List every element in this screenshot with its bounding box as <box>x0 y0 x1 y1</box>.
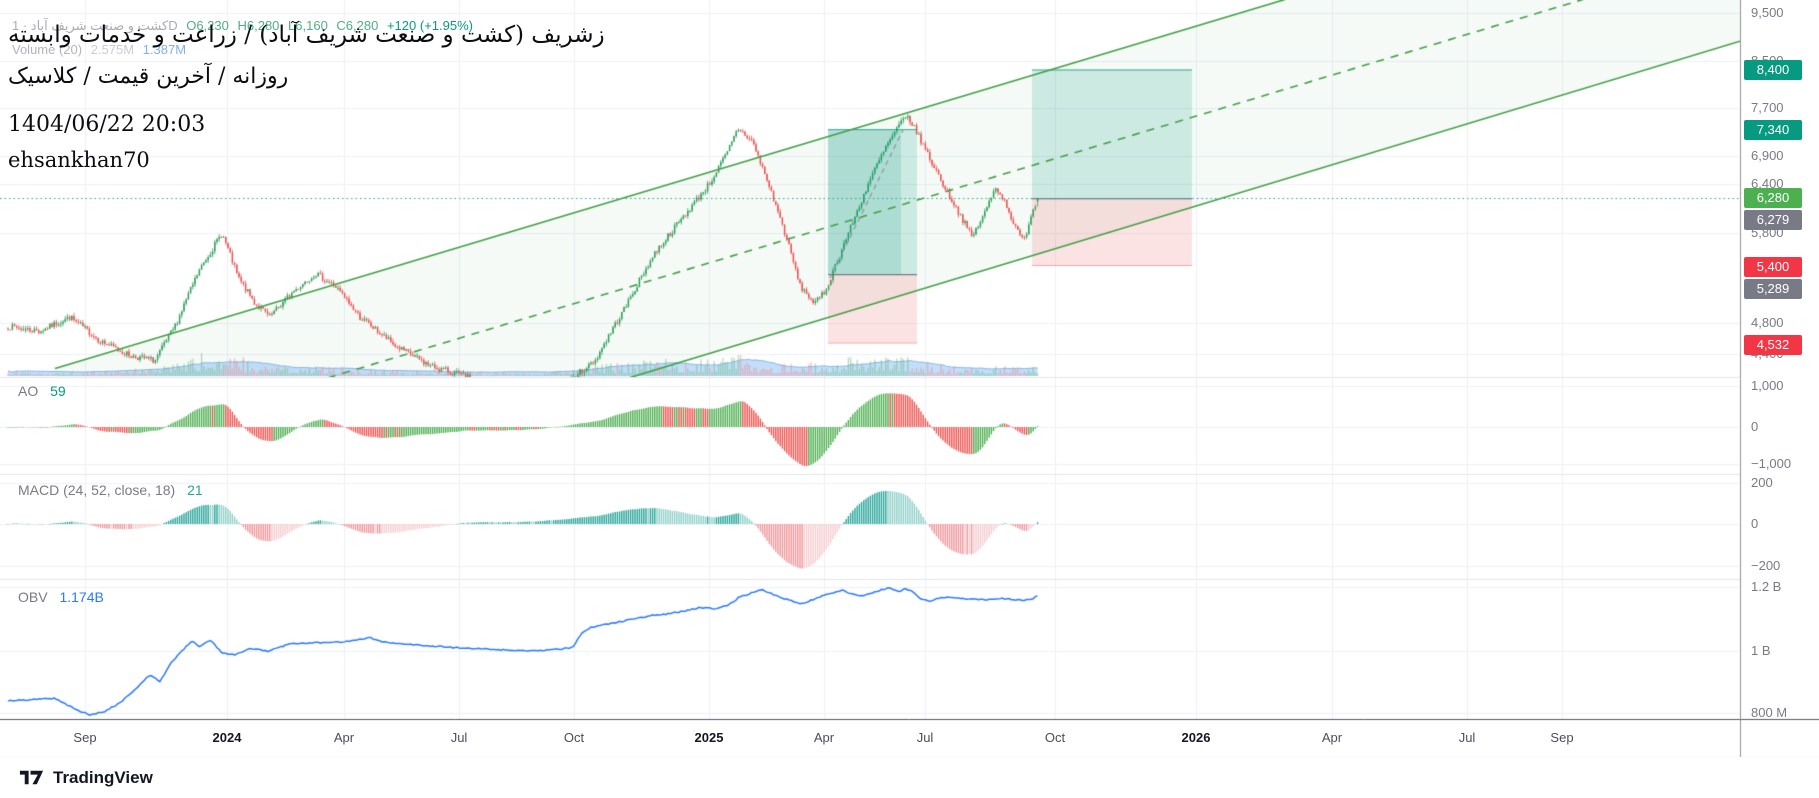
time-scale[interactable]: Sep 2024 Apr Jul Oct 2025 Apr Jul Oct 2026 Apr Jul S… <box>0 719 1740 757</box>
ohlc-change: +120 (+1.95%) <box>386 18 473 33</box>
ohlc-low: L6,160 <box>288 18 328 33</box>
time-axis-label: Apr <box>1321 730 1343 745</box>
price-badge: 5,289 <box>1744 279 1802 299</box>
price-tick-label: 7,700 <box>1751 100 1784 115</box>
footer-bar: TradingView <box>0 757 1819 798</box>
tradingview-logo-icon <box>19 770 44 785</box>
time-axis-label: 2026 <box>1181 730 1211 745</box>
time-axis-label: 2025 <box>694 730 724 745</box>
time-axis-label: 2024 <box>212 730 242 745</box>
obv-tick-label: 1 B <box>1751 643 1771 658</box>
volume-value: 2.575M <box>90 42 135 57</box>
obv-tick-label: 800 M <box>1751 705 1788 720</box>
macd-value: 21 <box>187 482 203 498</box>
ao-value: 59 <box>50 383 66 399</box>
ohlc-open: O6,230 <box>186 18 229 33</box>
time-axis-label: Apr <box>813 730 835 745</box>
time-axis-label: Oct <box>1044 730 1066 745</box>
ao-tick-label: −1,000 <box>1751 456 1792 471</box>
macd-pane-legend[interactable]: MACD (24, 52, close, 18) 21 <box>18 482 203 498</box>
price-tick-label: 9,500 <box>1751 5 1784 20</box>
watermark-datetime: 1404/06/22 20:03 <box>8 112 206 137</box>
watermark-symbol-description: زشریف (کشت و صنعت شریف آباد) / زراعت و خ… <box>8 22 605 48</box>
price-badge: 6,279 <box>1744 210 1802 230</box>
brand-name: TradingView <box>53 767 153 787</box>
time-axis-label: Apr <box>333 730 355 745</box>
macd-tick-label: 200 <box>1751 475 1773 490</box>
price-badge: 7,340 <box>1744 120 1802 140</box>
obv-label: OBV <box>18 589 48 605</box>
symbol-title: کشت و صنعت شریف آباد · 1D <box>12 18 178 33</box>
price-tick-label: 6,900 <box>1751 148 1784 163</box>
macd-tick-label: −200 <box>1751 558 1781 573</box>
price-badge: 5,400 <box>1744 257 1802 277</box>
volume-indicator-label: Volume (20) <box>12 42 83 57</box>
ohlc-close: C6,280 <box>336 18 379 33</box>
volume-ma-value: 1.387M <box>142 42 187 57</box>
obv-pane-legend[interactable]: OBV 1.174B <box>18 589 104 605</box>
volume-legend[interactable]: Volume (20) 2.575M 1.387M <box>12 42 191 57</box>
price-tick-label: 6,400 <box>1751 176 1784 191</box>
symbol-legend[interactable]: کشت و صنعت شریف آباد · 1D O6,230 H6,280 … <box>12 18 478 34</box>
time-axis-label: Jul <box>450 730 468 745</box>
price-badge: 4,532 <box>1744 335 1802 355</box>
time-axis-label: Jul <box>1458 730 1476 745</box>
price-badge: 6,280 <box>1744 188 1802 208</box>
price-badge: 8,400 <box>1744 60 1802 80</box>
ao-pane-legend[interactable]: AO 59 <box>18 383 66 399</box>
time-axis-label: Sep <box>73 730 97 745</box>
macd-label: MACD (24, 52, close, 18) <box>18 482 176 498</box>
price-tick-label: 4,800 <box>1751 315 1784 330</box>
obv-tick-label: 1.2 B <box>1751 579 1782 594</box>
time-axis-label: Sep <box>1550 730 1574 745</box>
watermark-interval-style: روزانه / آخرین قیمت / کلاسیک <box>8 64 289 89</box>
ao-label: AO <box>18 383 39 399</box>
watermark-author: ehsankhan70 <box>8 148 150 172</box>
macd-tick-label: 0 <box>1751 516 1759 531</box>
time-axis-label: Jul <box>916 730 934 745</box>
time-axis-label: Oct <box>563 730 585 745</box>
ao-tick-label: 1,000 <box>1751 378 1784 393</box>
ao-tick-label: 0 <box>1751 419 1759 434</box>
obv-value: 1.174B <box>59 589 104 605</box>
price-scale[interactable]: 9,5008,5007,7006,9006,4005,8004,8004,400… <box>1740 0 1819 757</box>
ohlc-high: H6,280 <box>237 18 280 33</box>
